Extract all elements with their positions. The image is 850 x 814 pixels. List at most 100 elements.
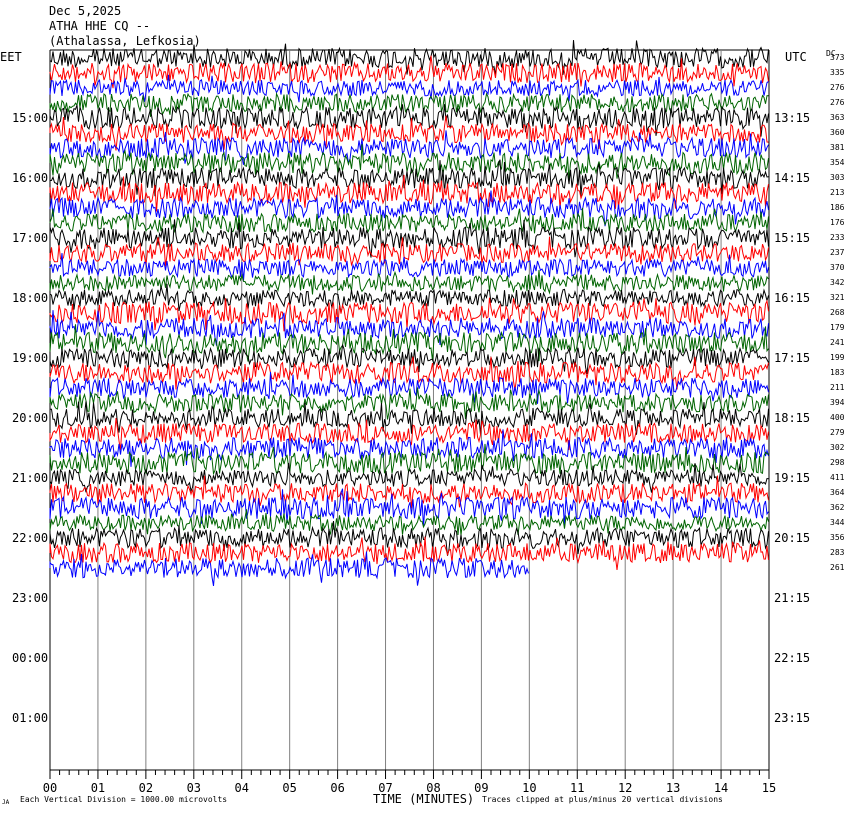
right-hour-label: 13:15: [774, 111, 811, 125]
dc-offset-label: 213: [830, 188, 845, 197]
x-tick-label: 05: [282, 781, 297, 795]
dc-offset-label: 261: [830, 563, 845, 572]
trace-10: [49, 190, 769, 227]
left-hour-label: 17:00: [12, 231, 49, 245]
left-hour-label: 01:00: [12, 711, 49, 725]
dc-offset-label: 373: [830, 53, 845, 62]
trace-34: [49, 551, 529, 586]
clip-note: Traces clipped at plus/minus 20 vertical…: [482, 795, 723, 804]
right-hour-label: 22:15: [774, 651, 811, 665]
station-code: ATHA HHE CQ --: [49, 19, 151, 33]
right-hour-label: 20:15: [774, 531, 811, 545]
dc-offset-label: 400: [830, 413, 845, 422]
trace-31: [49, 509, 769, 536]
left-hour-label: 15:00: [12, 111, 49, 125]
chart-date: Dec 5,2025: [49, 4, 122, 18]
trace-17: [49, 297, 769, 332]
trace-7: [49, 144, 769, 180]
dc-offset-label: 241: [830, 338, 845, 347]
right-hour-label: 16:15: [774, 291, 811, 305]
trace-6: [49, 130, 769, 165]
trace-20: [49, 344, 769, 375]
dc-offset-label: 298: [830, 458, 845, 467]
x-tick-label: 03: [186, 781, 202, 795]
dc-offset-label: 411: [830, 473, 845, 482]
x-tick-label: 15: [761, 781, 777, 795]
dc-offset-label: 183: [830, 368, 845, 377]
x-tick-label: 10: [522, 781, 537, 795]
dc-offset-label: 335: [830, 68, 845, 77]
x-tick-label: 06: [330, 781, 345, 795]
trace-0: [49, 40, 769, 75]
trace-12: [49, 219, 769, 258]
dc-offset-label: 302: [830, 443, 845, 452]
trace-16: [49, 283, 769, 313]
dc-offset-label: 394: [830, 398, 845, 407]
trace-28: [49, 462, 769, 493]
dc-offset-label: 364: [830, 488, 845, 497]
x-tick-label: 04: [234, 781, 249, 795]
trace-27: [49, 443, 769, 476]
trace-8: [49, 159, 769, 197]
left-hour-label: 16:00: [12, 171, 49, 185]
x-tick-label: 02: [138, 781, 154, 795]
left-hour-label: 20:00: [12, 411, 49, 425]
dc-offset-label: 268: [830, 308, 845, 317]
dc-offset-label: 176: [830, 218, 845, 227]
trace-5: [49, 115, 769, 151]
x-tick-label: 14: [713, 781, 729, 795]
right-hour-label: 17:15: [774, 351, 811, 365]
x-tick-label: 12: [617, 781, 633, 795]
trace-1: [49, 55, 769, 89]
x-tick-label: 08: [426, 781, 441, 795]
trace-33: [49, 536, 769, 570]
right-axis-title: UTC: [785, 50, 807, 64]
footer-corner: JA: [2, 799, 10, 806]
dc-offset-label: 276: [830, 98, 845, 107]
dc-offset-label: 354: [830, 158, 845, 167]
trace-25: [49, 417, 769, 451]
right-hour-label: 23:15: [774, 711, 811, 725]
trace-13: [49, 236, 769, 267]
x-tick-label: 07: [378, 781, 393, 795]
dc-offset-label: 356: [830, 533, 845, 542]
dc-title: DC: [826, 49, 836, 58]
dc-offset-label: 211: [830, 383, 845, 392]
left-hour-label: 19:00: [12, 351, 49, 365]
dc-offset-label: 362: [830, 503, 845, 512]
x-tick-label: 00: [42, 781, 58, 795]
right-hour-label: 21:15: [774, 591, 811, 605]
x-axis: [49, 769, 770, 779]
right-hour-label: 18:15: [774, 411, 811, 425]
trace-4: [49, 104, 769, 137]
dc-offset-label: 199: [830, 353, 845, 362]
dc-offset-label: 279: [830, 428, 845, 437]
dc-offset-label: 283: [830, 548, 845, 557]
dc-offset-label: 370: [830, 263, 845, 272]
dc-offset-label: 186: [830, 203, 845, 212]
trace-32: [49, 520, 769, 556]
station-location: (Athalassa, Lefkosia): [49, 34, 201, 48]
right-hour-label: 15:15: [774, 231, 811, 245]
dc-offset-label: 360: [830, 128, 845, 137]
x-tick-label: 13: [665, 781, 681, 795]
left-hour-label: 21:00: [12, 471, 49, 485]
x-axis-title: TIME (MINUTES): [373, 792, 475, 806]
trace-14: [49, 253, 769, 281]
x-tick-label: 11: [570, 781, 585, 795]
trace-30: [49, 488, 769, 527]
seismic-traces: [49, 40, 769, 586]
trace-2: [49, 74, 769, 103]
left-hour-label: 18:00: [12, 291, 49, 305]
dc-offset-label: 303: [830, 173, 845, 182]
trace-15: [49, 270, 769, 295]
right-hour-label: 19:15: [774, 471, 811, 485]
trace-21: [49, 356, 769, 391]
trace-18: [49, 310, 769, 346]
dc-offset-label: 344: [830, 518, 845, 527]
dc-offset-label: 276: [830, 83, 845, 92]
right-hour-label: 14:15: [774, 171, 811, 185]
x-tick-label: 01: [90, 781, 106, 795]
dc-offset-label: 342: [830, 278, 845, 287]
